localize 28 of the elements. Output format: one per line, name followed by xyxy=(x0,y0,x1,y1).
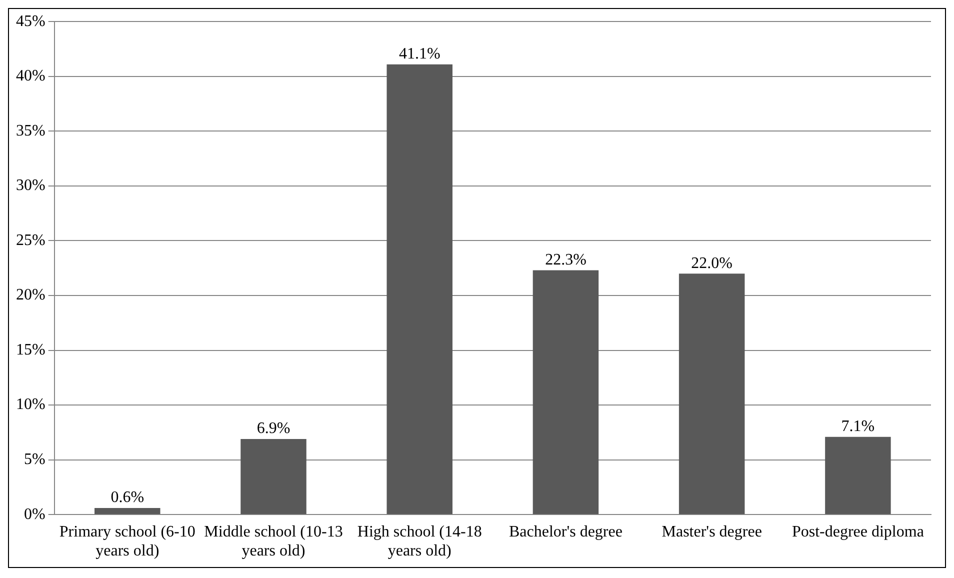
x-tick-label: Master's degree xyxy=(662,523,762,540)
y-tick-label: 30% xyxy=(16,177,46,194)
x-tick-label: Post-degree diploma xyxy=(792,523,924,540)
x-tick-label: Primary school (6-10 years old) xyxy=(59,523,196,560)
y-tick-label: 15% xyxy=(16,341,46,358)
data-label: 41.1% xyxy=(398,46,440,63)
y-tick-label: 25% xyxy=(16,232,46,249)
bar xyxy=(386,64,452,514)
y-tick-label: 45% xyxy=(16,12,46,30)
y-tick-label: 0% xyxy=(24,506,46,523)
y-tick-label: 20% xyxy=(16,286,46,304)
bar xyxy=(825,436,891,514)
x-tick-label: High school (14-18 years old) xyxy=(357,523,482,560)
bar xyxy=(94,508,160,514)
bar xyxy=(532,270,599,514)
bar xyxy=(240,439,306,514)
data-label: 0.6% xyxy=(110,489,144,506)
y-tick-label: 10% xyxy=(16,396,46,414)
data-label: 22.3% xyxy=(545,251,586,268)
data-label: 7.1% xyxy=(841,418,875,436)
x-tick-label: Bachelor's degree xyxy=(508,523,622,540)
data-label: 6.9% xyxy=(256,420,290,438)
y-tick-label: 35% xyxy=(16,122,46,140)
data-label: 22.0% xyxy=(691,254,732,272)
x-tick-label: Middle school (10-13 years old) xyxy=(204,523,343,560)
bar xyxy=(678,274,745,514)
y-tick-label: 5% xyxy=(24,451,46,468)
y-tick-label: 40% xyxy=(16,68,46,85)
